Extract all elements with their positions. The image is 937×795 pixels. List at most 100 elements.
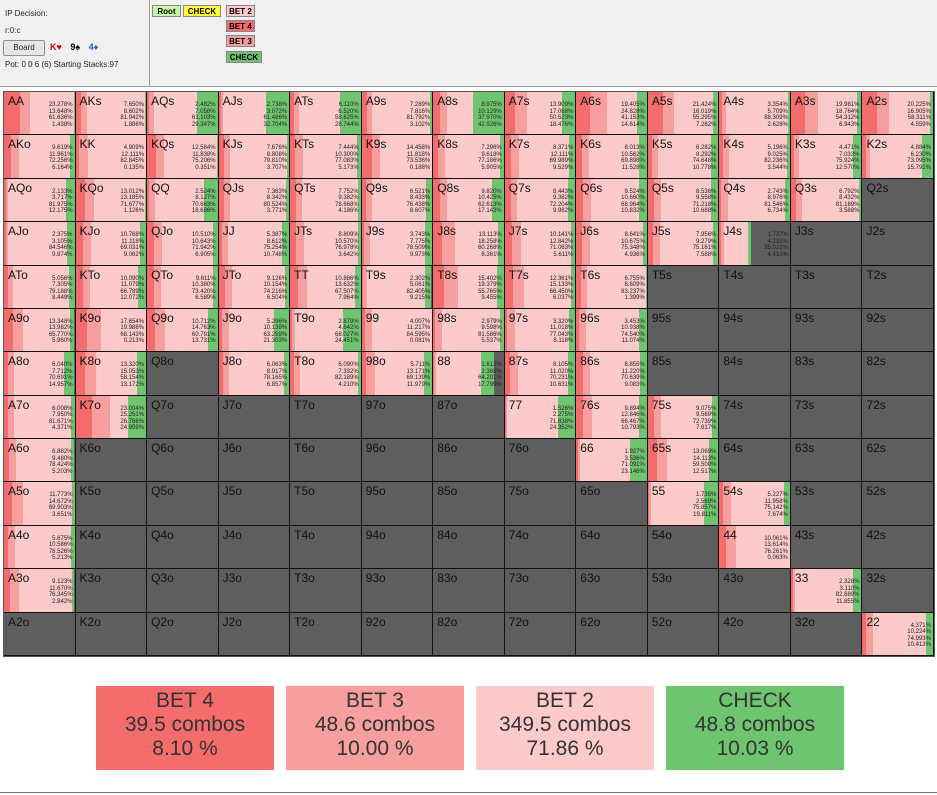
hand-cell[interactable]: 72o [504,612,576,655]
hand-cell[interactable]: J3o [218,569,290,612]
hand-cell[interactable]: 55 1.735% 2.569% 75.857% 19.811% [647,482,719,525]
hand-cell[interactable]: A5s 21.424% 16.019% 55.295% 7.262% [647,92,719,135]
hand-cell[interactable]: J9o 5.296% 10.139% 63.259% 21.303% [218,308,290,352]
hand-cell[interactable]: AQo 2.133% 3.717% 81.975% 12.175% [4,178,75,222]
hand-cell[interactable]: 42o [719,612,790,655]
hand-cell[interactable]: K3s 4.471% 7.033% 75.924% 12.570% [790,135,862,178]
hand-cell[interactable]: Q8o [147,352,218,395]
board-button[interactable]: Board [3,40,45,56]
tree-node-root[interactable]: Root [152,5,181,17]
hand-cell[interactable]: 74o [504,525,576,569]
hand-cell[interactable]: 32o [790,612,862,655]
hand-cell[interactable]: J9s 3.743% 7.775% 78.509% 9.973% [361,222,433,265]
hand-cell[interactable]: A8o 6.040% 7.712% 70.691% 14.957% [4,352,75,395]
hand-cell[interactable]: AJs 2.738% 3.072% 61.486% 32.704% [218,92,290,135]
hand-cell[interactable]: KQo 13.012% 13.185% 71.677% 1.126% [75,178,147,222]
hand-cell[interactable]: 94s [719,308,790,352]
hand-cell[interactable]: KQs 12.584% 11.838% 75.206% 0.351% [147,135,218,178]
hand-cell[interactable]: Q3s 6.792% 8.432% 81.189% 3.588% [790,178,862,222]
hand-cell[interactable]: 86s 8.855% 11.220% 70.639% 9.083% [576,352,647,395]
hand-cell[interactable]: K5o [75,482,147,525]
hand-cell[interactable]: Q4s 2.743% 8.976% 81.546% 6.734% [719,178,790,222]
tree-node-bet3[interactable]: BET 3 [226,35,255,47]
hand-cell[interactable]: T4s [719,265,790,308]
hand-cell[interactable]: 83s [790,352,862,395]
hand-cell[interactable]: JTo 9.126% 10.154% 74.216% 6.504% [218,265,290,308]
hand-cell[interactable]: 96o [361,439,433,482]
hand-cell[interactable]: A7s 13.909% 17.068% 50.523% 18.476% [504,92,576,135]
hand-cell[interactable]: 66 1.927% 3.536% 71.091% 23.146% [576,439,647,482]
hand-cell[interactable]: 77 1.526% 2.275% 71.838% 24.352% [504,395,576,439]
hand-cell[interactable]: 96s 3.453% 10.938% 74.540% 11.074% [576,308,647,352]
hand-cell[interactable]: T3o [290,569,361,612]
hand-cell[interactable]: A5o 11.773% 14.672% 69.903% 3.651% [4,482,75,525]
hand-cell[interactable]: 95s [647,308,719,352]
hand-cell[interactable]: Q5o [147,482,218,525]
hand-cell[interactable]: 63s [790,439,862,482]
hand-cell[interactable]: 22 4.371% 10.224% 74.993% 10.413% [862,612,933,655]
hand-cell[interactable]: ATo 5.056% 7.305% 79.188% 8.449% [4,265,75,308]
hand-cell[interactable]: A9o 13.348% 13.982% 65.770% 5.960% [4,308,75,352]
hand-cell[interactable]: A7o 6.008% 7.950% 81.671% 4.371% [4,395,75,439]
hand-cell[interactable]: 64s [719,439,790,482]
hand-cell[interactable]: QQ 2.524% 8.127% 70.663% 18.686% [147,178,218,222]
hand-cell[interactable]: Q9o 10.712% 14.763% 60.791% 13.731% [147,308,218,352]
hand-cell[interactable]: QJs 7.363% 8.342% 80.524% 3.771% [218,178,290,222]
hand-cell[interactable]: J8s 13.113% 18.258% 60.268% 8.361% [433,222,504,265]
hand-cell[interactable]: 93o [361,569,433,612]
hand-cell[interactable]: A6s 19.405% 24.828% 41.153% 14.614% [576,92,647,135]
hand-cell[interactable]: 73o [504,569,576,612]
hand-cell[interactable]: Q6s 9.524% 10.660% 68.964% 10.832% [576,178,647,222]
hand-cell[interactable]: K9o 17.654% 19.988% 68.143% 0.213% [75,308,147,352]
hand-cell[interactable]: T7o [290,395,361,439]
hand-cell[interactable]: 97o [361,395,433,439]
hand-cell[interactable]: A2o [4,612,75,655]
hand-cell[interactable]: K7o 23.004% 25.251% 26.786% 24.959% [75,395,147,439]
hand-cell[interactable]: K2s 4.884% 6.230% 73.095% 15.791% [862,135,933,178]
hand-cell[interactable]: T5o [290,482,361,525]
hand-cell[interactable]: A3o 9.123% 11.670% 76.345% 2.842% [4,569,75,612]
hand-cell[interactable]: A4s 3.354% 5.709% 88.309% 2.628% [719,92,790,135]
hand-cell[interactable]: 63o [576,569,647,612]
hand-cell[interactable]: K6s 8.013% 10.562% 69.898% 11.528% [576,135,647,178]
hand-cell[interactable]: Q5s 8.536% 9.558% 71.218% 10.688% [647,178,719,222]
hand-cell[interactable]: 52o [647,612,719,655]
hand-cell[interactable]: KJo 10.768% 11.118% 69.031% 9.062% [75,222,147,265]
tree-node-check-2[interactable]: CHECK [226,51,262,63]
hand-cell[interactable]: K2o [75,612,147,655]
hand-cell[interactable]: K9s 14.458% 11.818% 73.536% 0.188% [361,135,433,178]
hand-cell[interactable]: 85s [647,352,719,395]
hand-cell[interactable]: QTs 7.752% 9.382% 78.668% 4.186% [290,178,361,222]
tree-node-check[interactable]: CHECK [183,5,221,17]
hand-cell[interactable]: Q9s 6.521% 8.433% 76.438% 8.607% [361,178,433,222]
hand-cell[interactable]: T6s 6.755% 8.609% 83.237% 1.399% [576,265,647,308]
hand-cell[interactable]: 92o [361,612,433,655]
hand-cell[interactable]: KTs 7.444% 10.300% 77.083% 5.173% [290,135,361,178]
hand-cell[interactable]: K8s 7.296% 9.618% 77.186% 5.905% [433,135,504,178]
hand-cell[interactable]: Q3o [147,569,218,612]
hand-cell[interactable]: 33 2.328% 3.110% 82.689% 11.855% [790,569,862,612]
hand-cell[interactable]: ATs 6.110% 6.520% 58.625% 28.744% [290,92,361,135]
hand-cell[interactable]: Q6o [147,439,218,482]
hand-cell[interactable]: 95o [361,482,433,525]
hand-cell[interactable]: 72s [862,395,933,439]
hand-cell[interactable]: 82o [433,612,504,655]
hand-cell[interactable]: T4o [290,525,361,569]
hand-cell[interactable]: AA 23.278% 13.648% 61.636% 1.438% [4,92,75,135]
hand-cell[interactable]: T5s [647,265,719,308]
hand-cell[interactable]: K4o [75,525,147,569]
hand-cell[interactable]: 32s [862,569,933,612]
hand-cell[interactable]: JJ 5.387% 8.612% 75.254% 10.748% [218,222,290,265]
hand-cell[interactable]: A9s 7.289% 7.816% 81.792% 3.102% [361,92,433,135]
hand-cell[interactable]: J4o [218,525,290,569]
hand-cell[interactable]: 52s [862,482,933,525]
hand-cell[interactable]: J3s [790,222,862,265]
hand-cell[interactable]: 98s 2.979% 9.598% 81.586% 5.537% [433,308,504,352]
hand-cell[interactable]: 65s 13.069% 14.113% 59.500% 12.517% [647,439,719,482]
hand-cell[interactable]: 65o [576,482,647,525]
hand-cell[interactable]: 53o [647,569,719,612]
hand-cell[interactable]: 94o [361,525,433,569]
hand-cell[interactable]: 42s [862,525,933,569]
hand-cell[interactable]: TT 10.886% 13.632% 67.507% 7.964% [290,265,361,308]
hand-cell[interactable]: J6s 8.641% 10.675% 75.348% 4.936% [576,222,647,265]
